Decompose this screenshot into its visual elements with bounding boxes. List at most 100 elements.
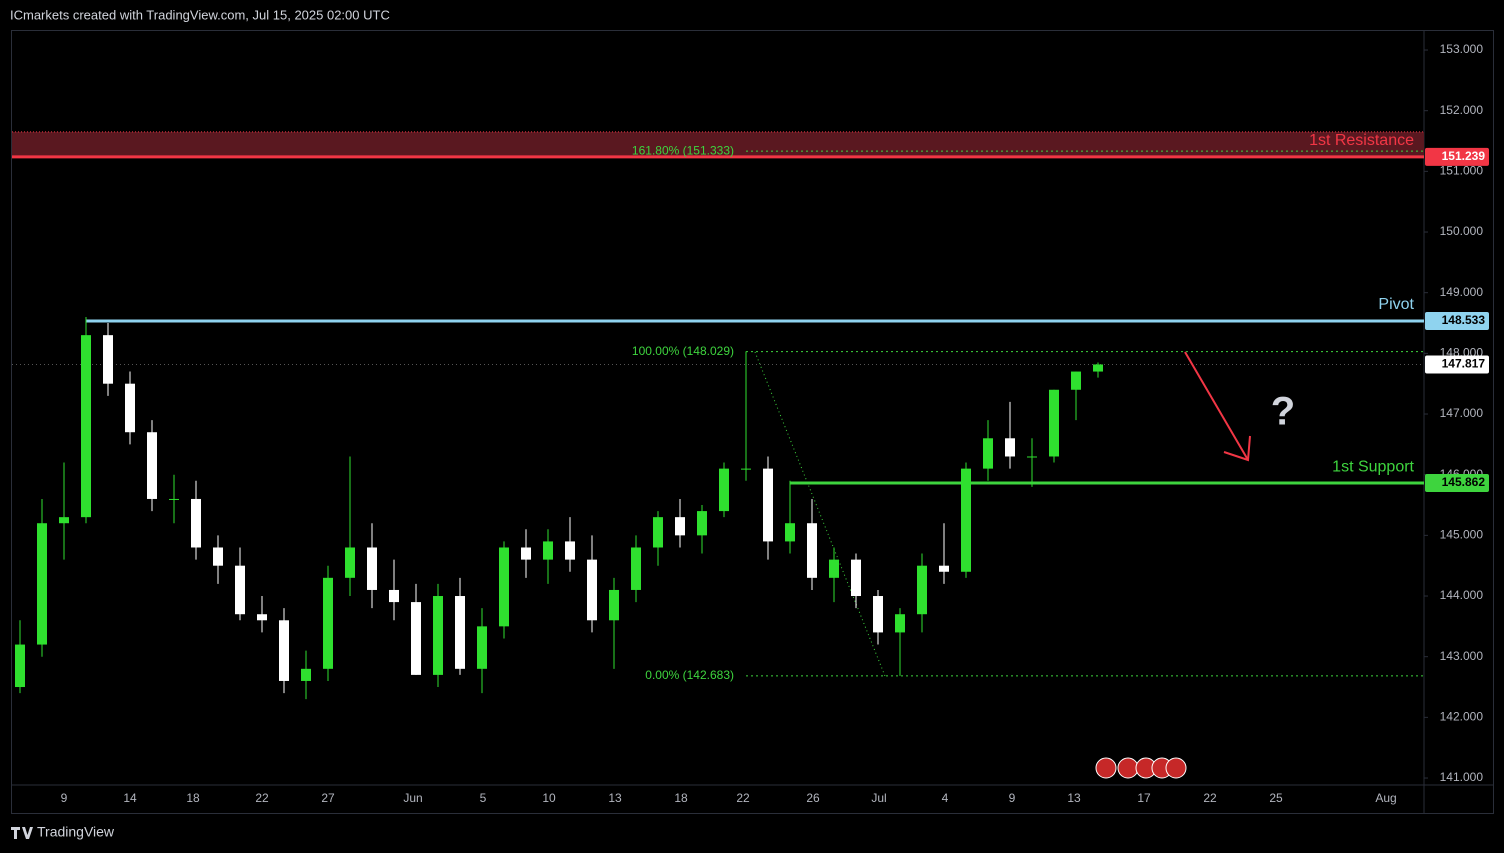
x-tick-label: 5 <box>480 791 487 805</box>
candle-body <box>543 541 553 560</box>
candle-body <box>15 644 25 688</box>
price-label: 148.533 <box>1442 313 1486 327</box>
red-arrow <box>1184 351 1251 462</box>
y-tick-label: 144.000 <box>1440 588 1484 602</box>
candle-body <box>125 383 135 433</box>
resistance-zone <box>12 131 1424 157</box>
candle-body <box>1093 364 1103 372</box>
candle-body <box>169 498 179 500</box>
candle-body <box>345 547 355 578</box>
price-label: 151.239 <box>1442 149 1486 163</box>
last-price-label: 147.817 <box>1442 357 1486 371</box>
x-tick-label: 10 <box>542 791 556 805</box>
y-tick-label: 151.000 <box>1440 164 1484 178</box>
x-tick-label: 22 <box>255 791 269 805</box>
candle-body <box>895 614 905 633</box>
annotation: ? <box>1271 390 1295 434</box>
candle-body <box>917 565 927 615</box>
candle-body <box>389 589 399 603</box>
candle-body <box>741 468 751 470</box>
candle-body <box>1005 438 1015 457</box>
arrow-shaft <box>1184 351 1249 461</box>
candle-body <box>785 523 795 542</box>
x-tick-label: 4 <box>942 791 949 805</box>
candle-body <box>213 547 223 566</box>
x-tick-label: 13 <box>608 791 622 805</box>
candle-body <box>81 335 91 518</box>
candle-body <box>103 335 113 384</box>
flag-icon <box>1165 757 1187 779</box>
candle-body <box>433 596 443 675</box>
candle-body <box>191 498 201 548</box>
y-tick-label: 141.000 <box>1440 770 1484 784</box>
fib-label: 161.80% (151.333) <box>632 143 734 157</box>
candle-body <box>763 468 773 542</box>
fib-label: 0.00% (142.683) <box>645 668 734 682</box>
y-tick-label: 147.000 <box>1440 406 1484 420</box>
candle-body <box>235 565 245 615</box>
candle-body <box>939 565 949 572</box>
x-tick-label: Jul <box>871 791 886 805</box>
candle-body <box>873 596 883 633</box>
candle-body <box>851 559 861 597</box>
flag-icon <box>1117 757 1139 779</box>
candle-body <box>367 547 377 590</box>
x-tick-label: 26 <box>806 791 820 805</box>
candle-body <box>477 626 487 669</box>
x-tick-label: Jun <box>403 791 422 805</box>
panel-border <box>11 30 1494 814</box>
x-tick-label: 18 <box>674 791 688 805</box>
candle-body <box>829 559 839 578</box>
candle-body <box>697 511 707 536</box>
y-tick-label: 149.000 <box>1440 285 1484 299</box>
candle-body <box>609 589 619 621</box>
x-tick-label: Aug <box>1375 791 1396 805</box>
y-tick-label: 152.000 <box>1440 103 1484 117</box>
candle-body <box>301 668 311 681</box>
brand-logo <box>11 827 33 839</box>
y-tick-label: 150.000 <box>1440 224 1484 238</box>
candle-body <box>37 523 47 645</box>
x-tick-label: 14 <box>123 791 137 805</box>
x-tick-label: 17 <box>1137 791 1151 805</box>
candle-body <box>675 517 685 536</box>
candle-body <box>565 541 575 560</box>
candle-body <box>59 517 69 524</box>
candle-body <box>983 438 993 469</box>
candle-body <box>521 547 531 560</box>
x-tick-label: 25 <box>1269 791 1283 805</box>
arrow-head <box>1223 435 1251 462</box>
price-label: 145.862 <box>1442 475 1486 489</box>
level-name: 1st Resistance <box>1309 132 1414 149</box>
candle-body <box>1049 389 1059 457</box>
level-name: 1st Support <box>1332 458 1414 475</box>
candle-body <box>455 596 465 669</box>
candle-body <box>631 547 641 590</box>
y-tick-label: 142.000 <box>1440 710 1484 724</box>
header-title: ICmarkets created with TradingView.com, … <box>10 7 390 22</box>
x-tick-label: 27 <box>321 791 335 805</box>
candle-body <box>961 468 971 572</box>
candle-body <box>653 517 663 548</box>
candle-body <box>323 577 333 669</box>
fib-label: 100.00% (148.029) <box>632 344 734 358</box>
x-tick-label: 9 <box>61 791 68 805</box>
flag-icon <box>1095 757 1117 779</box>
x-tick-label: 13 <box>1067 791 1081 805</box>
candle-body <box>587 559 597 621</box>
price-box <box>1425 147 1489 166</box>
y-tick-label: 143.000 <box>1440 649 1484 663</box>
candle-body <box>257 614 267 621</box>
x-tick-label: 9 <box>1009 791 1016 805</box>
x-tick-label: 18 <box>186 791 200 805</box>
x-tick-label: 22 <box>736 791 750 805</box>
event-flags <box>1095 757 1187 779</box>
y-tick-label: 153.000 <box>1440 42 1484 56</box>
x-tick-label: 22 <box>1203 791 1217 805</box>
candle-body <box>1071 371 1081 390</box>
level-name: Pivot <box>1378 296 1414 313</box>
candle-body <box>499 547 509 627</box>
price-box <box>1425 355 1489 374</box>
candle-body <box>411 602 421 675</box>
